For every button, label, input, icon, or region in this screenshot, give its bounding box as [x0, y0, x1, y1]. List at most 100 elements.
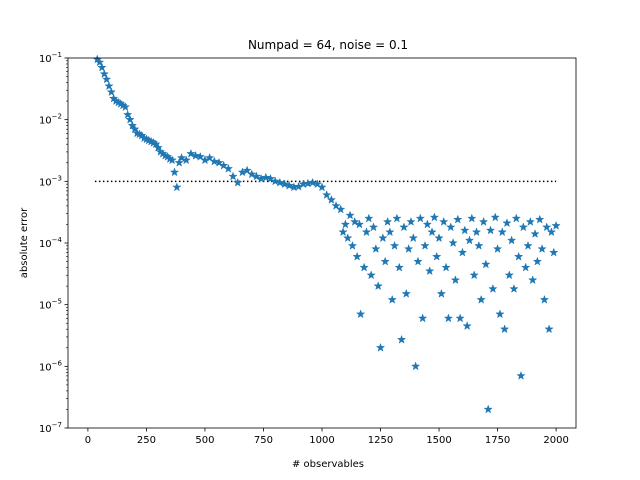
- data-point: [453, 214, 463, 224]
- data-point: [176, 152, 187, 162]
- data-point: [520, 262, 531, 272]
- data-point: [181, 155, 191, 165]
- data-point: [284, 180, 294, 190]
- data-point: [331, 200, 341, 210]
- data-point: [434, 233, 444, 243]
- data-point: [518, 222, 529, 232]
- data-point: [546, 227, 557, 237]
- data-point: [247, 169, 257, 179]
- data-point: [204, 152, 215, 162]
- y-tick-label: 10−1: [39, 51, 62, 65]
- data-point: [312, 179, 323, 189]
- data-point: [106, 87, 117, 97]
- data-points: [92, 54, 561, 414]
- data-point: [443, 313, 454, 323]
- data-point: [279, 179, 290, 189]
- x-axis-label: # observables: [292, 459, 364, 470]
- data-point: [535, 214, 545, 224]
- data-point: [471, 227, 482, 237]
- x-tick-label: 1000: [309, 435, 334, 446]
- data-point: [375, 342, 386, 352]
- data-point: [401, 288, 411, 298]
- data-point: [436, 288, 447, 298]
- data-point: [94, 57, 105, 67]
- data-point: [125, 114, 135, 124]
- data-point: [504, 270, 514, 280]
- data-point: [361, 227, 372, 237]
- data-point: [387, 294, 397, 304]
- data-point: [469, 270, 479, 280]
- data-point: [432, 251, 442, 261]
- data-point: [424, 266, 435, 276]
- x-tick-label: 0: [85, 435, 91, 446]
- x-tick-label: 750: [254, 435, 273, 446]
- data-point: [338, 227, 348, 237]
- data-point: [275, 177, 285, 187]
- plot-area: [68, 58, 576, 428]
- data-point: [450, 275, 461, 285]
- data-point: [392, 213, 402, 223]
- data-point: [385, 227, 395, 237]
- data-point: [429, 212, 440, 222]
- data-point: [499, 324, 510, 334]
- data-point: [228, 171, 238, 181]
- data-point: [544, 324, 554, 334]
- data-point: [186, 148, 196, 158]
- data-point: [101, 74, 112, 84]
- data-point: [516, 370, 526, 380]
- data-point: [509, 283, 519, 293]
- data-point: [172, 182, 182, 192]
- data-point: [420, 240, 430, 250]
- data-point: [457, 247, 468, 257]
- data-point: [265, 173, 276, 183]
- plot-background: [68, 58, 576, 428]
- data-point: [378, 233, 388, 243]
- data-point: [368, 222, 379, 232]
- data-point: [446, 222, 456, 232]
- x-tick-label: 250: [137, 435, 156, 446]
- data-point: [373, 281, 383, 291]
- data-point: [190, 150, 201, 160]
- data-point: [537, 244, 547, 253]
- data-point: [340, 219, 351, 229]
- data-point: [474, 240, 484, 250]
- data-point: [251, 171, 262, 181]
- data-point: [549, 247, 559, 257]
- y-axis-label: absolute error: [19, 207, 30, 278]
- data-point: [364, 213, 374, 223]
- data-point: [523, 240, 533, 250]
- data-point: [488, 283, 498, 293]
- data-point: [497, 227, 507, 237]
- data-point: [408, 233, 419, 243]
- data-point: [321, 190, 332, 200]
- x-tick-label: 1500: [426, 435, 451, 446]
- data-point: [476, 294, 486, 304]
- x-tick-label: 1250: [368, 435, 393, 446]
- data-point: [478, 216, 489, 226]
- data-point: [270, 176, 280, 186]
- data-point: [427, 227, 437, 237]
- data-point: [530, 229, 540, 238]
- data-point: [345, 210, 355, 220]
- data-point: [483, 404, 493, 414]
- data-point: [462, 321, 472, 331]
- data-point: [492, 244, 503, 253]
- data-point: [317, 182, 327, 192]
- data-point: [406, 216, 416, 226]
- data-point: [380, 256, 390, 266]
- data-point: [343, 233, 353, 243]
- y-tick-label: 10−7: [39, 421, 62, 435]
- data-point: [495, 309, 505, 319]
- data-point: [104, 81, 114, 91]
- data-point: [399, 222, 409, 232]
- chart-title: Numpad = 64, noise = 0.1: [248, 38, 408, 52]
- data-point: [415, 213, 426, 223]
- data-point: [413, 256, 423, 266]
- y-tick-label: 10−4: [39, 236, 63, 250]
- y-tick-label: 10−3: [39, 174, 62, 188]
- data-point: [167, 155, 177, 165]
- data-point: [355, 309, 366, 319]
- data-point: [261, 172, 271, 182]
- data-point: [153, 142, 163, 152]
